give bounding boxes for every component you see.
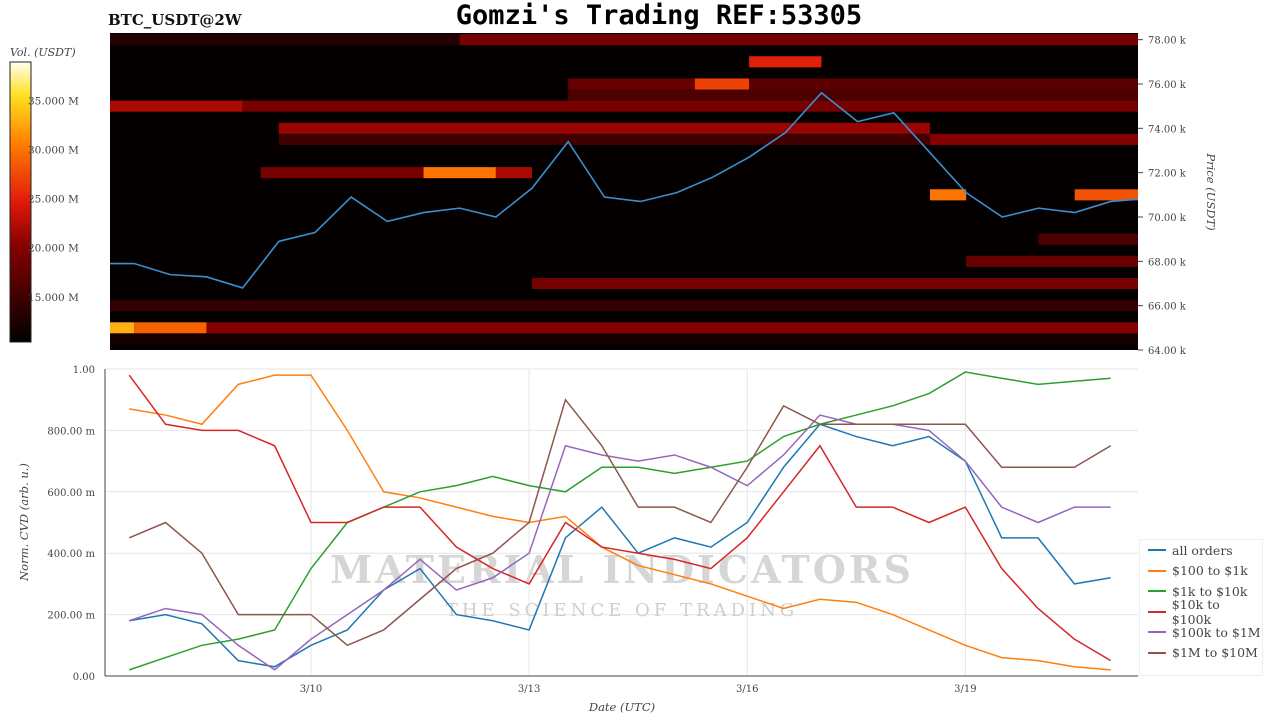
legend-swatch: [1148, 651, 1166, 654]
colorbar-title: Vol. (USDT): [10, 46, 76, 59]
heatmap-band: [532, 277, 1138, 290]
colorbar-scale: [9, 61, 32, 343]
cvd-tick-label: 600.00 m: [47, 488, 95, 499]
watermark-logo-tagline: THE SCIENCE OF TRADING: [446, 600, 799, 621]
legend: all orders $100 to $1k $1k to $10k $10k to …: [1139, 539, 1263, 676]
legend-item: $100k to $1M: [1140, 622, 1262, 643]
price-axis-label: Price (USDT): [1204, 152, 1218, 230]
heatmap-band: [206, 322, 1138, 334]
heatmap-band: [110, 100, 243, 112]
heatmap-band: [568, 78, 695, 90]
price-tick-label: 68.00 k: [1148, 257, 1187, 268]
legend-item: all orders: [1140, 540, 1262, 561]
heatmap-band: [495, 167, 533, 179]
heatmap-band: [1074, 189, 1138, 201]
cvd-tick-label: 1.00: [73, 365, 95, 376]
colorbar: Vol. (USDT) 15.000 M 20.000 M 25.000 M 30.00…: [9, 46, 79, 343]
heatmap-band: [110, 300, 1138, 312]
legend-swatch: [1148, 590, 1166, 593]
price-tick-label: 66.00 k: [1148, 302, 1187, 313]
date-tick-label: 3/13: [518, 684, 540, 695]
cvd-series-line: [128, 414, 1111, 671]
heatmap-band: [110, 322, 135, 334]
heatmap-band: [134, 322, 207, 334]
chart-subtitle: BTC_USDT@2W: [108, 11, 242, 29]
heatmap-band: [260, 167, 424, 179]
legend-swatch: [1148, 610, 1166, 613]
cvd-series-line: [128, 398, 1112, 647]
cvd-panel: 0.00 200.00 m 400.00 m 600.00 m 800.00 m 1.00…: [17, 365, 1138, 714]
colorbar-tick-label: 35.000 M: [28, 95, 79, 107]
legend-swatch: [1148, 631, 1166, 634]
legend-label: $1M to $10M: [1172, 645, 1258, 661]
colorbar-tick-label: 20.000 M: [28, 243, 79, 255]
heatmap-band: [568, 89, 1138, 101]
price-tick-label: 76.00 k: [1148, 80, 1187, 91]
heatmap-band: [929, 133, 1138, 145]
cvd-tick-label: 800.00 m: [47, 426, 95, 437]
legend-label: $100k to $1M: [1172, 624, 1261, 640]
heatmap-band: [110, 34, 460, 46]
heatmap-band: [749, 56, 822, 68]
legend-label: $100 to $1k: [1172, 563, 1248, 579]
cvd-series-line: [128, 374, 1112, 662]
heatmap-band: [242, 100, 1139, 112]
price-tick-label: 72.00 k: [1148, 169, 1187, 180]
heatmap-band: [459, 34, 1138, 46]
legend-swatch: [1148, 569, 1166, 572]
chart-title: Gomzi's Trading REF:53305: [455, 0, 863, 31]
cvd-series-line: [129, 374, 1111, 671]
date-tick-label: 3/16: [736, 684, 758, 695]
legend-label: all orders: [1172, 542, 1233, 558]
price-tick-label: 78.00 k: [1148, 36, 1187, 47]
heatmap-band: [278, 122, 930, 134]
legend-label: $1k to $10k: [1172, 583, 1248, 599]
heatmap-band: [1038, 233, 1138, 245]
legend-swatch: [1148, 549, 1166, 552]
heatmap-band: [694, 78, 750, 90]
heatmap-band: [278, 133, 1039, 145]
legend-item: $100 to $1k: [1140, 561, 1262, 582]
watermark-logo-text: MATERIAL INDICATORS: [330, 547, 914, 592]
cvd-series-line: [129, 423, 1111, 668]
cvd-tick-label: 200.00 m: [47, 611, 95, 622]
legend-item: $10k to $100k: [1140, 597, 1262, 627]
date-tick-label: 3/19: [954, 684, 976, 695]
heatmap-band: [423, 167, 496, 179]
price-tick-label: 70.00 k: [1148, 213, 1187, 224]
heatmap-band: [966, 255, 1138, 267]
legend-label: $10k to $100k: [1171, 596, 1220, 627]
colorbar-tick-label: 15.000 M: [28, 292, 79, 304]
cvd-series-line: [128, 371, 1111, 671]
cvd-tick-label: 0.00: [73, 672, 95, 683]
price-tick-label: 74.00 k: [1148, 124, 1187, 135]
date-tick-label: 3/10: [300, 684, 322, 695]
heatmap-band: [110, 333, 1138, 345]
date-axis-label: Date (UTC): [588, 700, 655, 714]
heatmap-panel: 64.00 k 66.00 k 68.00 k 70.00 k 72.00 k 74.00…: [110, 33, 1218, 357]
heatmap-band: [749, 78, 1138, 90]
legend-item: $1M to $10M: [1140, 643, 1262, 664]
colorbar-tick-label: 25.000 M: [28, 194, 79, 206]
price-tick-label: 64.00 k: [1148, 346, 1187, 357]
heatmap-band: [929, 189, 967, 201]
legend-item: $1k to $10k: [1140, 581, 1262, 602]
price-line: [110, 91, 1139, 289]
colorbar-tick-label: 30.000 M: [28, 144, 79, 156]
cvd-tick-label: 400.00 m: [47, 549, 95, 560]
cvd-axis-label: Norm. CVD (arb. u.): [17, 463, 31, 582]
